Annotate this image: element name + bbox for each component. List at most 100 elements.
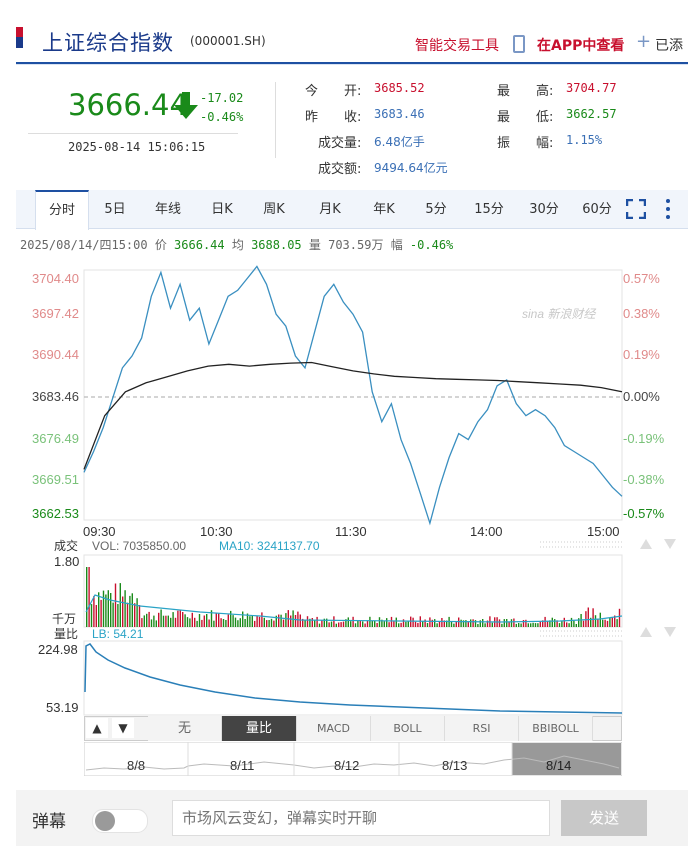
volume-bar: [275, 615, 277, 627]
volume-bar: [594, 615, 597, 627]
volume-bar: [498, 619, 501, 627]
volume-bar: [208, 619, 210, 627]
price-line: [83, 265, 623, 526]
volume-bar: [539, 621, 541, 627]
indicator-rsi[interactable]: RSI: [445, 716, 519, 741]
volume-bar: [155, 620, 157, 627]
phone-icon: [513, 35, 525, 53]
y-label-right: -0.38%: [623, 472, 665, 487]
volume-bar: [237, 620, 239, 627]
crosshair-info: 2025/08/14/四15:00 价 3666.44 均 3688.05 量 …: [20, 238, 454, 252]
y-label-left: 3683.46: [32, 389, 79, 404]
tab-5day[interactable]: 5日: [104, 202, 126, 217]
tab-monthly-k[interactable]: 月K: [319, 202, 341, 217]
volume-bar: [285, 613, 287, 627]
tab-15min[interactable]: 15分: [474, 202, 504, 217]
nav-date-label: 8/12: [334, 758, 359, 773]
volume-bar: [201, 619, 203, 627]
volume-axis-top: 1.80: [54, 554, 79, 569]
high-label: 最 高:: [497, 84, 554, 99]
period-tab-bar: 分时 5日 年线 日K 周K 月K 年K 5分 15分 30分 60分: [16, 190, 688, 230]
volume-bar: [515, 623, 517, 627]
panel-down-icon[interactable]: [664, 627, 676, 637]
volume-bar: [278, 614, 280, 627]
tab-30min[interactable]: 30分: [529, 202, 559, 217]
volume-bar: [479, 620, 481, 627]
volume-bar: [340, 622, 342, 627]
volume-bar: [182, 612, 184, 627]
volume-bar: [198, 614, 201, 627]
volume-bar: [280, 614, 282, 627]
volume-bar: [378, 617, 381, 627]
danmaku-send-button[interactable]: 发送: [561, 800, 647, 836]
volume-bar: [438, 621, 441, 627]
indicator-none[interactable]: 无: [148, 716, 222, 741]
volume-bar: [477, 624, 479, 627]
volume-bar: [578, 618, 580, 627]
tab-weekly-k[interactable]: 周K: [263, 202, 285, 217]
trade-tool-link[interactable]: 智能交易工具: [415, 38, 499, 54]
volume-bar: [510, 619, 513, 627]
volume-bar: [215, 612, 217, 627]
volume-bar: [249, 616, 251, 627]
volume-bar: [532, 622, 534, 627]
volume-bar: [302, 618, 304, 627]
fullscreen-icon[interactable]: [626, 199, 646, 219]
volume-bar: [590, 617, 592, 627]
volume-bar: [417, 622, 419, 627]
amplitude-label: 振 幅:: [497, 136, 554, 151]
volume-bar: [359, 620, 361, 627]
volume-unit: 千万: [52, 612, 76, 626]
volume-bar: [549, 620, 551, 627]
volume-bar: [568, 623, 570, 627]
scroll-up-button[interactable]: ▲: [86, 718, 108, 738]
volume-bar: [86, 567, 88, 627]
volume-bar: [218, 613, 220, 627]
panel-up-icon[interactable]: [640, 539, 652, 549]
tab-yearline[interactable]: 年线: [154, 202, 181, 217]
volume-bar: [230, 610, 232, 627]
date-navigator[interactable]: 8/8 8/11 8/12 8/13 8/14: [84, 742, 622, 776]
tab-5min[interactable]: 5分: [425, 202, 447, 217]
more-menu-icon[interactable]: [664, 198, 672, 220]
tab-intraday[interactable]: 分时: [35, 190, 89, 230]
volume-bar: [453, 623, 455, 627]
lb-readout: LB: 54.21: [92, 627, 144, 641]
volume-bar: [599, 612, 601, 627]
volume-bar: [93, 595, 95, 627]
danmaku-toggle[interactable]: [92, 809, 148, 833]
volume-bar: [234, 617, 237, 627]
indicator-volume-ratio[interactable]: 量比: [222, 716, 297, 741]
volume-bar: [261, 612, 263, 627]
y-label-right: 0.38%: [623, 306, 660, 321]
volume-bar: [136, 598, 138, 627]
indicator-boll[interactable]: BOLL: [371, 716, 445, 741]
panel-up-icon[interactable]: [640, 627, 652, 637]
volume-bar: [282, 619, 285, 627]
volume-bar: [525, 619, 527, 627]
indicator-bbiboll[interactable]: BBIBOLL: [519, 716, 593, 741]
low-value: 3662.57: [566, 107, 617, 121]
volume-bar: [162, 615, 165, 627]
volume-bar: [138, 605, 141, 627]
amount-label: 成交额:: [318, 162, 362, 177]
volume-bar: [134, 603, 136, 627]
scroll-down-button[interactable]: ▼: [112, 718, 134, 738]
intraday-chart[interactable]: sina 新浪财经 3704.40 3697.42 3690.44 3683.4…: [0, 260, 699, 790]
volume-bar: [501, 623, 503, 627]
volume-bar: [587, 607, 589, 627]
volume-bar: [556, 620, 558, 627]
danmaku-input[interactable]: [172, 800, 550, 836]
view-in-app-link[interactable]: 在APP中查看: [537, 38, 625, 54]
indicator-macd[interactable]: MACD: [297, 716, 371, 741]
volume-bar: [203, 615, 205, 627]
tab-60min[interactable]: 60分: [582, 202, 612, 217]
tab-daily-k[interactable]: 日K: [211, 202, 233, 217]
panel-down-icon[interactable]: [664, 539, 676, 549]
volume-bar: [258, 616, 261, 627]
volume-bar: [160, 609, 162, 627]
tab-yearly-k[interactable]: 年K: [373, 202, 395, 217]
volume-bar: [513, 618, 515, 627]
volume-bar: [172, 612, 174, 627]
add-watchlist-button[interactable]: 已添: [655, 38, 683, 54]
